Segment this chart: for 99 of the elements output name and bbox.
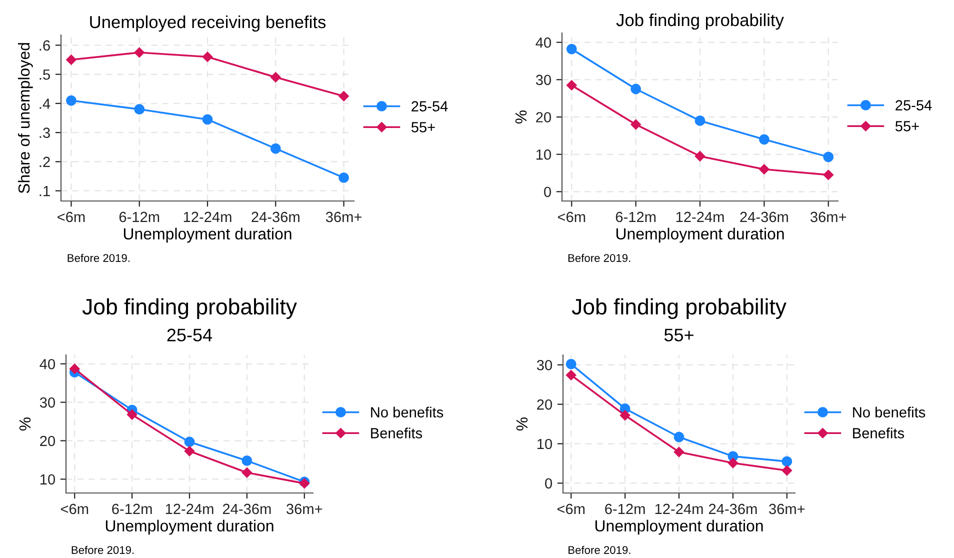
legend-label: 55+ [895,121,919,132]
point [566,80,577,90]
y-tick-label: 0 [544,186,552,198]
x-tick-label: 36m+ [810,212,846,222]
x-tick-label: 12-24m [184,212,232,222]
x-tick-label: <6m [557,504,585,514]
x-tick-label: 12-24m [166,504,214,514]
chart-subtitle: 55+ [664,328,694,342]
point [70,364,80,374]
y-tick-label: .4 [40,98,50,109]
y-tick-label: 10 [537,438,552,450]
point [566,370,576,380]
y-tick-label: 30 [536,74,552,86]
x-axis-title: Unemployment duration [595,520,763,535]
y-tick-label: 10 [536,149,552,160]
y-tick-label: .1 [40,186,50,196]
y-axis-title: % [19,417,31,431]
point [134,104,145,114]
legend-label: 25-54 [896,100,932,110]
x-tick-label: 6-12m [616,212,656,222]
chart-title: Unemployed receiving benefits [90,15,326,32]
point [823,170,834,180]
x-axis-title: Unemployment duration [124,228,292,243]
point [202,114,213,125]
text: Before 2019. [568,254,630,262]
x-axis-title: Unemployment duration [106,520,274,535]
x-tick-label: 24-36m [252,212,300,222]
y-tick-label: .3 [40,128,50,138]
point [270,143,281,154]
chart-title: Job finding probability [82,298,297,319]
text: Before 2019. [72,546,134,554]
legend-label: 25-54 [412,101,448,112]
y-tick-label: 20 [40,436,56,446]
point [694,151,706,162]
y-tick-label: 30 [536,360,552,370]
point [338,172,349,183]
x-tick-label: 6-12m [112,504,152,514]
y-axis-title: % [516,417,528,431]
x-tick-label: <6m [58,212,85,222]
point [782,456,792,467]
legend-label: No benefits [853,406,926,418]
point [694,116,706,126]
y-tick-label: 30 [40,397,56,408]
x-tick-label: 24-36m [708,504,757,514]
x-tick-label: <6m [558,212,586,222]
x-tick-label: 12-24m [676,212,724,222]
x-tick-label: 36m+ [326,212,362,222]
point [184,436,195,448]
legend-label: Benefits [371,428,422,438]
point [758,134,770,145]
point [202,52,213,62]
text: Before 2019. [68,254,130,262]
y-tick-label: .6 [40,40,50,51]
x-tick-label: 24-36m [740,212,788,222]
x-tick-label: <6m [60,504,88,514]
point [674,432,684,442]
y-axis-title: % [515,110,527,124]
x-tick-label: 24-36m [222,504,271,514]
y-tick-label: 20 [537,399,552,410]
y-tick-label: 10 [40,474,56,485]
y-tick-label: 20 [536,112,552,122]
point [66,95,76,106]
x-tick-label: 6-12m [119,212,160,222]
point [566,358,576,370]
point [134,47,144,58]
chart-title: Job finding probability [616,13,784,30]
point [674,446,684,458]
y-tick-label: .5 [40,70,50,80]
point [566,44,577,54]
y-axis-title: Share of unemployed [18,43,33,194]
point [759,164,770,174]
legend-label: No benefits [371,406,444,418]
legend-label: 55+ [411,122,435,132]
x-axis-title: Unemployment duration [616,228,784,243]
point [782,465,792,476]
point [270,72,281,82]
point [620,410,630,420]
x-tick-label: 36m+ [769,504,805,514]
point [630,119,641,130]
point [184,446,195,456]
point [823,152,834,162]
y-tick-label: .2 [40,156,50,167]
x-tick-label: 6-12m [605,504,645,514]
point [126,409,138,420]
y-tick-label: 40 [536,37,552,48]
chart-title: Job finding probability [572,298,786,319]
point [630,84,642,94]
point [728,458,738,468]
point [242,456,252,466]
y-tick-label: 40 [40,358,56,370]
point [66,54,76,65]
x-tick-label: 12-24m [655,504,703,514]
point [242,468,252,478]
y-tick-label: 0 [545,478,552,489]
legend-label: Benefits [853,428,904,438]
chart-subtitle: 25-54 [167,328,212,342]
point [338,91,349,102]
text: Before 2019. [568,546,630,554]
x-tick-label: 36m+ [286,504,322,514]
